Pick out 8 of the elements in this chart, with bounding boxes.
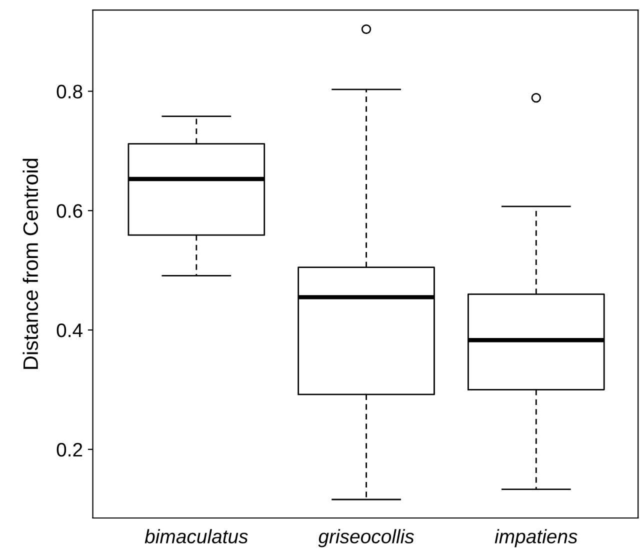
y-tick-label: 0.4 (56, 323, 83, 338)
y-tick-label: 0.2 (56, 442, 82, 457)
y-tick-label: 0.8 (56, 84, 82, 98)
x-tick-label: griseocollis (318, 529, 414, 548)
x-tick-label: bimaculatus (144, 529, 248, 544)
x-tick-label: impatiens (494, 529, 578, 548)
y-tick-label: 0.6 (56, 204, 82, 218)
y-axis-title: Distance from Centroid (22, 158, 38, 369)
